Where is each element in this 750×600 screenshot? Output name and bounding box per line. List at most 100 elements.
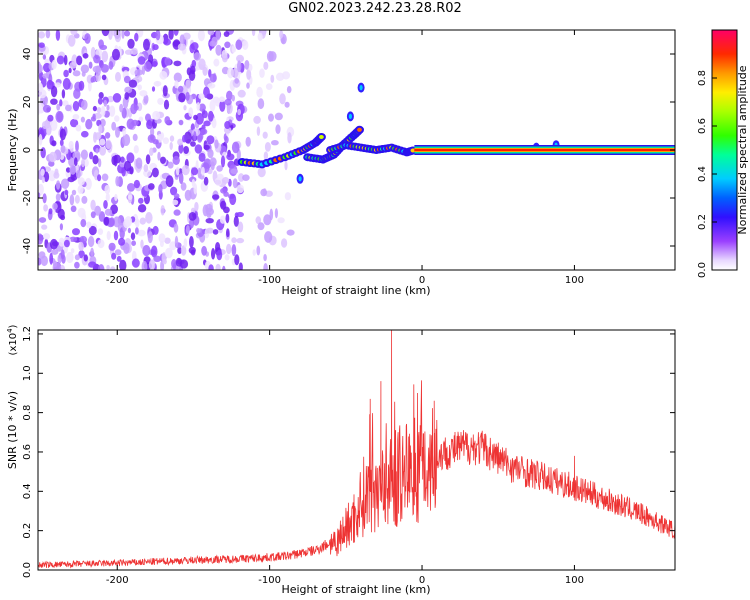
heatmap-noise-cell	[185, 225, 190, 234]
x-tick-label: -200	[106, 275, 129, 286]
heatmap-noise-cell	[48, 208, 53, 215]
heatmap-noise-cell	[85, 118, 93, 130]
heatmap-noise-cell	[173, 72, 182, 83]
heatmap-noise-cell	[77, 185, 84, 194]
heatmap-noise-cell	[263, 214, 272, 226]
heatmap-noise-cell	[115, 126, 120, 138]
heatmap-noise-cell	[81, 99, 88, 110]
colorbar-frame	[711, 29, 738, 271]
spectrogram-y-ticks: -40 -20 0 20 40	[22, 48, 675, 254]
heatmap-noise-cell	[124, 160, 132, 172]
heatmap-noise-cell	[248, 63, 253, 72]
heatmap-noise-cell	[99, 146, 107, 156]
heatmap-noise-cell	[209, 157, 217, 167]
heatmap-noise-cell	[197, 30, 205, 42]
heatmap-noise-cell	[196, 227, 201, 234]
heatmap-noise-cell	[208, 110, 214, 122]
heatmap-noise-cell	[74, 194, 80, 204]
heatmap-noise-cell	[190, 141, 196, 147]
heatmap-noise-cell	[263, 61, 269, 70]
heatmap-noise-cell	[131, 240, 137, 246]
heatmap-noise-cell	[191, 179, 196, 187]
heatmap-noise-cell	[78, 241, 84, 251]
heatmap-noise-cell	[151, 167, 159, 178]
heatmap-noise-cell	[38, 134, 43, 146]
heatmap-noise-cell	[81, 158, 85, 168]
heatmap-noise-cell	[231, 141, 240, 154]
heatmap-noise-cell	[255, 216, 262, 225]
heatmap-noise-cell	[169, 142, 173, 150]
snr-line	[38, 330, 675, 569]
heatmap-noise-cell	[185, 79, 191, 89]
heatmap-noise-cell	[147, 183, 155, 190]
heatmap-noise-cell	[131, 119, 139, 126]
heatmap-noise-cell	[163, 99, 170, 110]
heatmap-noise-cell	[175, 257, 183, 267]
heatmap-noise-cell	[173, 193, 180, 199]
heatmap-noise-cell	[229, 193, 237, 205]
heatmap-noise-cell	[47, 114, 54, 122]
heatmap-noise-cell	[113, 154, 121, 164]
heatmap-branch-core	[319, 135, 324, 139]
y-tick-label: 0.2	[22, 523, 33, 539]
heatmap-noise-cell	[120, 156, 125, 163]
heatmap-noise-cell	[97, 174, 102, 182]
heatmap-noise-cell	[183, 238, 188, 248]
heatmap-noise-cell	[100, 105, 106, 117]
heatmap-noise-cell	[236, 184, 244, 194]
heatmap-noise-cell	[177, 247, 183, 254]
y-tick-label: 20	[22, 96, 33, 109]
snr-x-label: Height of straight line (km)	[281, 583, 430, 596]
heatmap-noise-cell	[260, 188, 268, 197]
heatmap-noise-cell	[183, 146, 190, 154]
heatmap-noise-cell	[115, 176, 120, 187]
heatmap-noise-cell	[222, 54, 228, 63]
x-tick-label: 0	[419, 275, 425, 286]
heatmap-noise-cell	[144, 61, 152, 72]
heatmap-noise-cell	[263, 263, 268, 270]
heatmap-noise-cell	[108, 61, 114, 70]
heatmap-noise-cell	[234, 254, 240, 266]
heatmap-noise-cell	[55, 193, 61, 202]
heatmap-noise-cell	[226, 243, 232, 255]
heatmap-noise-cell	[63, 239, 70, 248]
heatmap-noise-cell	[263, 151, 269, 160]
heatmap-noise-cell	[259, 68, 265, 78]
heatmap-noise-cell	[38, 183, 44, 196]
heatmap-noise-cell	[73, 88, 81, 99]
heatmap-noise-cell	[177, 85, 184, 93]
heatmap-noise-cell	[178, 92, 186, 103]
heatmap-noise-cell	[38, 257, 42, 266]
heatmap-noise-cell	[231, 94, 235, 102]
heatmap-noise-cell	[74, 254, 80, 261]
heatmap-noise-cell	[178, 143, 184, 154]
heatmap-noise-cell	[52, 202, 58, 210]
heatmap-noise-cell	[206, 227, 214, 234]
heatmap-noise-cell	[103, 216, 110, 226]
heatmap-noise-cell	[72, 114, 80, 120]
heatmap-noise-cell	[251, 30, 256, 37]
heatmap-noise-cell	[69, 165, 77, 175]
heatmap-noise-cell	[193, 52, 201, 61]
heatmap-noise-cell	[155, 30, 161, 41]
heatmap-noise-cell	[49, 252, 54, 265]
heatmap-noise-cell	[193, 114, 198, 121]
heatmap-noise-cell	[74, 157, 78, 167]
heatmap-noise-cell	[153, 80, 162, 87]
heatmap-noise-cell	[257, 32, 263, 41]
heatmap-noise-cell	[40, 147, 46, 159]
heatmap-noise-cell	[68, 67, 72, 74]
heatmap-noise-cell	[97, 239, 105, 249]
heatmap-noise-cell	[182, 134, 187, 143]
heatmap-noise-cell	[207, 30, 215, 36]
heatmap-noise-cell	[41, 121, 48, 130]
heatmap-noise-cell	[114, 193, 118, 202]
heatmap-noise-cell	[49, 119, 58, 131]
y-tick-label: 1.2	[22, 326, 33, 342]
heatmap-noise-cell	[75, 140, 79, 152]
heatmap-noise-cell	[167, 161, 174, 169]
heatmap-noise-cell	[119, 103, 124, 113]
heatmap-noise-cell	[88, 225, 97, 236]
heatmap-noise-cell	[124, 92, 129, 100]
heatmap-noise-cell	[202, 110, 208, 119]
